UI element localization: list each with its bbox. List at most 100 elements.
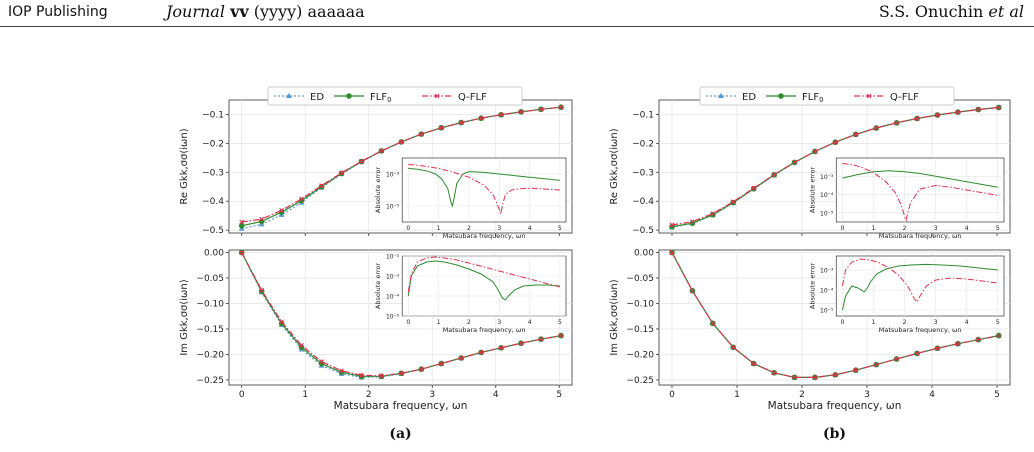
data-point-Q-FLF: [771, 370, 777, 376]
data-point-Q-FLF: [438, 125, 444, 131]
data-point-Q-FLF: [498, 345, 504, 351]
x-tick-label: 1: [734, 390, 740, 400]
inset-y-tick-label: 10⁻³: [386, 274, 400, 281]
data-point-Q-FLF: [538, 336, 544, 342]
inset-series-Q-FLF: [842, 258, 998, 303]
inset-x-tick-label: 2: [467, 319, 471, 326]
data-point-Q-FLF: [279, 208, 284, 213]
inset-x-tick-label: 0: [841, 225, 845, 232]
inset-y-label: Absolute error: [374, 263, 382, 310]
y-tick-label: −0.10: [626, 299, 654, 309]
y-tick-label: −0.25: [196, 376, 224, 386]
inset-frame: [835, 157, 1005, 223]
legend-box: [267, 86, 523, 106]
data-point-FLF0: [238, 222, 245, 229]
inset-chart: 0 1 2 3 4 5 10⁻³ 10⁻⁵ Absolute error Matsubara fr…: [374, 157, 567, 240]
legend-marker-ED: [718, 92, 724, 99]
data-point-Q-FLF: [710, 211, 716, 217]
series-line-Q-FLF: [241, 106, 562, 223]
chart-(a)-Re: −0.5 −0.4 −0.3 −0.2 −0.1 Re Gkk,σσ(iωn) 0 1 2 3 4 5…: [179, 99, 573, 240]
data-point-Q-FLF: [498, 112, 504, 118]
inset-x-tick-label: 1: [437, 319, 441, 326]
inset-y-tick-label: 10⁻⁵: [820, 308, 834, 315]
data-point-FLF0: [730, 199, 737, 206]
data-point-Q-FLF: [690, 219, 695, 225]
data-point-Q-FLF: [418, 366, 424, 372]
inset-x-tick-label: 4: [965, 319, 969, 326]
x-tick-label: 0: [239, 390, 245, 400]
chart-(b)-Im: 0 1 2 3 4 5 −0.25 −0.20 −0.15 −0.10 −0.05 0.00 Im Gk…: [609, 249, 1011, 412]
inset-y-tick-label: 10⁻³: [820, 174, 834, 181]
data-point-Q-FLF: [894, 356, 900, 362]
x-tick-label: 5: [994, 390, 1000, 400]
data-point-Q-FLF: [418, 131, 424, 137]
y-tick-label: −0.5: [202, 226, 224, 236]
y-axis-label: Re Gkk,σσ(iωn): [179, 128, 190, 204]
legend-marker-Q-FLF: [434, 93, 440, 99]
inset-x-tick-label: 4: [528, 319, 532, 326]
data-point-Q-FLF: [518, 109, 524, 115]
y-tick-label: −0.15: [626, 325, 654, 335]
inset-series-Q-FLF: [842, 163, 998, 222]
header-rule: [0, 26, 1034, 27]
legend-label-Q-FLF: Q-FLF: [890, 92, 919, 103]
inset-y-tick-label: 10⁻⁵: [820, 210, 834, 217]
x-axis-label: Matsubara frequency, ωn: [334, 400, 468, 412]
data-point-Q-FLF: [259, 216, 265, 222]
y-tick-label: −0.4: [632, 197, 654, 207]
data-point-Q-FLF: [279, 319, 284, 325]
journal-year: (yyyy): [253, 2, 303, 21]
data-point-Q-FLF: [751, 185, 757, 191]
data-point-Q-FLF: [873, 362, 879, 368]
data-point-Q-FLF: [955, 341, 961, 347]
data-point-Q-FLF: [478, 115, 484, 121]
x-tick-label: 4: [929, 390, 935, 400]
inset-x-tick-label: 5: [996, 225, 1000, 232]
inset-x-label: Matsubara frequency, ωn: [443, 326, 526, 334]
data-point-Q-FLF: [873, 125, 879, 131]
inset-x-label: Matsubara frequency, ωn: [879, 232, 962, 240]
inset-x-tick-label: 5: [996, 319, 1000, 326]
inset-series-FLF0: [842, 170, 998, 188]
authors-suffix: et al: [988, 2, 1024, 21]
data-point-Q-FLF: [751, 361, 757, 366]
y-tick-label: −0.25: [626, 376, 654, 386]
data-point-Q-FLF: [339, 170, 344, 176]
y-tick-label: −0.10: [196, 299, 224, 309]
x-tick-label: 4: [493, 390, 499, 400]
x-tick-label: 2: [366, 390, 372, 400]
data-point-Q-FLF: [558, 104, 564, 110]
publisher-name: IOP Publishing: [8, 4, 108, 20]
data-point-Q-FLF: [319, 183, 324, 188]
data-point-Q-FLF: [458, 355, 464, 361]
y-axis-label: Im Gkk,σσ(iωn): [609, 279, 620, 355]
panel-label-a: (a): [389, 426, 411, 442]
journal-article: aaaaaa: [307, 2, 365, 21]
data-point-Q-FLF: [812, 149, 818, 154]
y-tick-label: −0.4: [202, 197, 224, 207]
inset-y-tick-label: 10⁻³: [386, 172, 400, 179]
legend-label-ED: ED: [742, 92, 756, 103]
inset-x-tick-label: 0: [406, 319, 410, 326]
journal-volume: vv: [230, 2, 249, 21]
y-tick-label: −0.5: [632, 226, 654, 236]
y-tick-label: −0.1: [632, 110, 654, 120]
data-point-Q-FLF: [339, 368, 344, 374]
data-point-Q-FLF: [792, 159, 797, 165]
data-point-Q-FLF: [730, 199, 736, 205]
y-tick-label: −0.2: [632, 139, 654, 149]
data-point-Q-FLF: [259, 287, 265, 293]
page-header: IOP Publishing Journal vv (yyyy) aaaaaa …: [0, 0, 1034, 27]
data-point-Q-FLF: [299, 196, 304, 202]
inset-x-tick-label: 2: [903, 319, 907, 326]
data-point-FLF0: [689, 220, 696, 226]
data-point-Q-FLF: [558, 333, 564, 338]
y-tick-label: −0.05: [626, 274, 654, 284]
inset-x-tick-label: 3: [497, 319, 501, 326]
inset-y-label: Absolute error: [808, 167, 816, 214]
inset-x-tick-label: 5: [558, 319, 562, 326]
data-point-Q-FLF: [996, 105, 1002, 110]
data-point-Q-FLF: [832, 139, 838, 145]
inset-y-tick-label: 10⁻²: [386, 254, 400, 261]
